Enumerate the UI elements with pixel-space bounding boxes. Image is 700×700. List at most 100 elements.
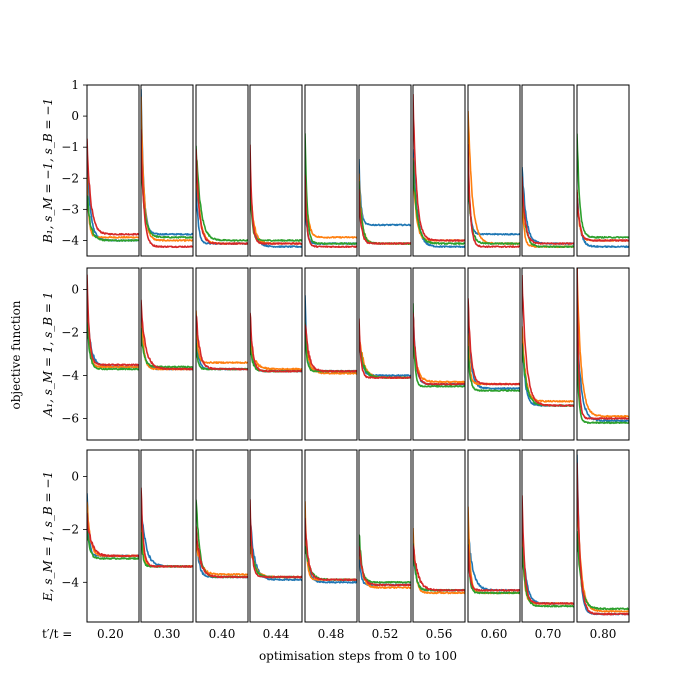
series-blue-A1-0.44	[250, 331, 302, 373]
ytick-label-A1-1: −2	[61, 326, 79, 340]
series-red-E-0.20	[87, 513, 139, 558]
series-red-E-0.80	[577, 462, 629, 616]
column-prefix: t′/t =	[42, 627, 72, 641]
series-orange-B1-0.44	[250, 179, 302, 245]
ytick-label-E-2: −4	[61, 575, 79, 589]
series-orange-A1-0.48	[305, 331, 357, 375]
series-green-B1-0.80	[577, 133, 629, 239]
panel-frame-E-0.40	[195, 449, 249, 623]
series-green-E-0.56	[413, 543, 465, 592]
series-red-A1-0.80	[577, 268, 629, 420]
series-red-A1-0.52	[359, 318, 411, 380]
panel-B1-0.52	[359, 159, 411, 245]
series-red-B1-0.48	[305, 174, 357, 249]
series-red-A1-0.60	[468, 298, 520, 386]
series-red-B1-0.30	[141, 129, 193, 249]
row-label-B1: B₁, s_M = −1, s_B = −1	[41, 98, 55, 244]
series-green-B1-0.70	[522, 181, 574, 249]
panel-frame-B1-0.60	[467, 84, 521, 257]
series-green-E-0.30	[141, 531, 193, 568]
panel-frame-A1-0.48	[304, 267, 358, 441]
series-blue-B1-0.52	[359, 159, 411, 227]
series-red-B1-0.60	[468, 144, 520, 249]
series-blue-A1-0.20	[87, 315, 139, 369]
series-orange-E-0.56	[413, 528, 465, 595]
ytick-label-E-1: −2	[61, 522, 79, 536]
panel-A1-0.80	[577, 268, 629, 425]
series-orange-B1-0.40	[196, 158, 248, 245]
column-label-0.70: 0.70	[535, 627, 562, 641]
panel-frame-E-0.48	[304, 449, 358, 623]
series-orange-A1-0.40	[196, 310, 248, 365]
series-red-B1-0.70	[522, 176, 574, 245]
series-green-B1-0.44	[250, 178, 302, 242]
ytick-label-A1-3: −6	[61, 412, 79, 426]
series-blue-B1-0.70	[522, 167, 574, 245]
panel-E-0.56	[413, 528, 465, 595]
series-blue-E-0.56	[413, 546, 465, 592]
panel-frame-A1-0.44	[249, 267, 303, 441]
series-blue-B1-0.80	[577, 195, 629, 249]
column-label-0.60: 0.60	[481, 627, 508, 641]
series-green-B1-0.20	[87, 195, 139, 242]
series-blue-E-0.70	[522, 526, 574, 605]
series-green-E-0.60	[468, 544, 520, 595]
series-red-E-0.40	[196, 526, 248, 579]
column-label-0.20: 0.20	[97, 627, 124, 641]
ytick-label-E-0: 0	[71, 469, 79, 483]
series-green-E-0.52	[359, 534, 411, 584]
panel-A1-0.70	[522, 275, 574, 408]
series-green-B1-0.60	[468, 176, 520, 245]
series-red-E-0.44	[250, 499, 302, 579]
panel-frame-B1-0.48	[304, 84, 358, 257]
series-red-A1-0.30	[141, 299, 193, 371]
series-blue-A1-0.30	[141, 321, 193, 371]
panel-frame-B1-0.80	[576, 84, 630, 257]
panel-frame-A1-0.52	[358, 267, 412, 441]
panel-B1-0.80	[577, 133, 629, 249]
series-blue-B1-0.30	[141, 89, 193, 236]
series-red-A1-0.56	[413, 312, 465, 386]
panel-frame-A1-0.56	[412, 267, 466, 441]
ytick-label-B1-5: −4	[61, 233, 79, 247]
series-red-B1-0.44	[250, 144, 302, 245]
series-green-B1-0.56	[413, 159, 465, 245]
panel-A1-0.20	[87, 274, 139, 371]
series-orange-E-0.48	[305, 501, 357, 582]
series-green-A1-0.30	[141, 328, 193, 369]
series-red-E-0.30	[141, 487, 193, 568]
panel-frame-A1-0.40	[195, 267, 249, 441]
series-red-B1-0.52	[359, 188, 411, 245]
series-green-A1-0.20	[87, 322, 139, 371]
panel-B1-0.20	[87, 138, 139, 242]
panel-A1-0.52	[359, 318, 411, 380]
panel-A1-0.30	[141, 299, 193, 371]
panel-frame-E-0.20	[86, 449, 140, 623]
ytick-label-B1-4: −3	[61, 202, 79, 216]
y-axis-title: objective function	[9, 300, 23, 409]
panel-frame-A1-0.70	[521, 267, 575, 441]
panel-E-0.70	[522, 495, 574, 608]
panel-frame-E-0.70	[521, 449, 575, 623]
panel-B1-0.70	[522, 167, 574, 249]
series-orange-E-0.80	[577, 490, 629, 613]
series-green-A1-0.60	[468, 345, 520, 392]
panel-frame-A1-0.80	[576, 267, 630, 441]
panel-frame-B1-0.30	[140, 84, 194, 257]
series-red-B1-0.80	[577, 192, 629, 242]
panel-frame-B1-0.52	[358, 84, 412, 257]
panel-E-0.52	[359, 534, 411, 590]
panel-A1-0.44	[250, 312, 302, 373]
panel-B1-0.30	[141, 89, 193, 249]
series-green-E-0.20	[87, 530, 139, 560]
series-green-B1-0.30	[141, 163, 193, 239]
series-green-A1-0.40	[196, 342, 248, 371]
series-red-A1-0.48	[305, 324, 357, 373]
column-label-0.44: 0.44	[263, 627, 290, 641]
panel-E-0.80	[577, 454, 629, 616]
column-label-0.30: 0.30	[154, 627, 181, 641]
panel-E-0.30	[141, 487, 193, 568]
series-orange-A1-0.70	[522, 326, 574, 403]
series-red-A1-0.40	[196, 315, 248, 371]
